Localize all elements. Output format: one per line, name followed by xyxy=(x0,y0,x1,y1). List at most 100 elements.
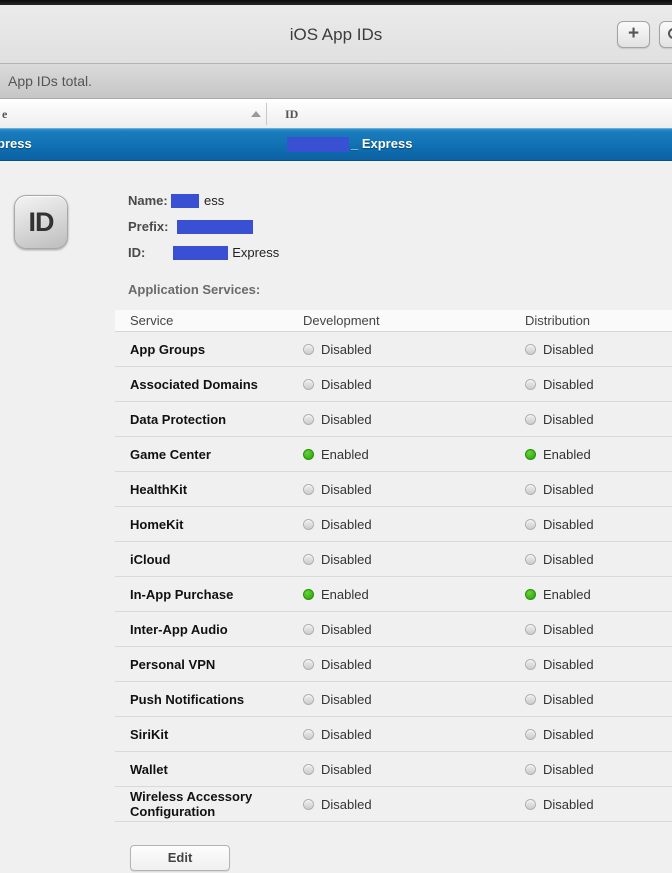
status-label: Disabled xyxy=(543,691,594,707)
distribution-status: Disabled xyxy=(525,412,672,427)
header-development: Development xyxy=(303,313,380,328)
row-name-text: press xyxy=(0,136,32,151)
status-dot-icon xyxy=(303,588,314,600)
status-dot-icon xyxy=(525,378,536,390)
search-button[interactable] xyxy=(659,21,672,48)
list-column-header: e ID xyxy=(0,99,672,128)
status-label: Disabled xyxy=(543,376,594,392)
service-name: Push Notifications xyxy=(130,691,245,707)
services-table-header: Service Development Distribution xyxy=(115,310,672,332)
table-row: Wallet Disabled Disabled xyxy=(115,752,672,787)
status-dot-icon xyxy=(303,343,314,355)
status-dot-icon xyxy=(303,553,314,565)
distribution-status: Disabled xyxy=(525,727,672,742)
status-dot-icon xyxy=(525,483,536,495)
services-table: Service Development Distribution App Gro… xyxy=(115,310,672,822)
totals-text: App IDs total. xyxy=(8,73,93,89)
services-rows: App Groups Disabled Disabled Associated Dom… xyxy=(115,332,672,822)
window-top-strip xyxy=(0,0,672,5)
app-id-icon: ID xyxy=(14,195,68,249)
distribution-status: Disabled xyxy=(525,657,672,672)
table-row: Push Notifications Disabled Disabled xyxy=(115,682,672,717)
header-service: Service xyxy=(130,313,174,328)
add-app-id-button[interactable]: + xyxy=(617,21,650,48)
sort-ascending-icon[interactable] xyxy=(251,111,261,117)
distribution-status: Enabled xyxy=(525,447,672,462)
redaction-box xyxy=(287,137,349,152)
status-dot-icon xyxy=(525,763,536,775)
edit-button-label: Edit xyxy=(167,850,193,865)
application-services-heading: Application Services: xyxy=(128,282,261,297)
development-status: Disabled xyxy=(303,517,525,532)
development-status: Disabled xyxy=(303,797,525,812)
field-id-value: Express xyxy=(232,245,280,261)
development-status: Disabled xyxy=(303,762,525,777)
development-status: Disabled xyxy=(303,692,525,707)
development-status: Disabled xyxy=(303,622,525,637)
field-prefix-label: Prefix: xyxy=(128,219,169,235)
table-row: iCloud Disabled Disabled xyxy=(115,542,672,577)
table-row: Inter-App Audio Disabled Disabled xyxy=(115,612,672,647)
status-dot-icon xyxy=(525,518,536,530)
service-name: Wallet xyxy=(130,761,168,777)
status-label: Disabled xyxy=(543,656,594,672)
distribution-status: Disabled xyxy=(525,482,672,497)
status-label: Disabled xyxy=(321,551,372,567)
distribution-status: Enabled xyxy=(525,587,672,602)
status-label: Disabled xyxy=(321,796,372,812)
status-dot-icon xyxy=(525,693,536,705)
field-name-value: ess xyxy=(204,193,225,209)
selected-app-id-row[interactable]: press _ Express xyxy=(0,128,672,161)
redaction-box xyxy=(177,219,254,234)
field-prefix: Prefix: xyxy=(128,218,279,235)
status-dot-icon xyxy=(525,553,536,565)
column-header-id[interactable]: ID xyxy=(285,107,299,121)
status-label: Enabled xyxy=(543,586,591,602)
redaction-box xyxy=(171,193,200,208)
development-status: Disabled xyxy=(303,482,525,497)
status-label: Disabled xyxy=(321,376,372,392)
status-label: Disabled xyxy=(321,761,372,777)
app-header: iOS App IDs + xyxy=(0,5,672,64)
distribution-status: Disabled xyxy=(525,377,672,392)
status-dot-icon xyxy=(525,448,536,460)
status-label: Disabled xyxy=(543,341,594,357)
column-divider xyxy=(266,103,267,125)
status-label: Disabled xyxy=(543,551,594,567)
development-status: Disabled xyxy=(303,552,525,567)
row-id-text: _ Express xyxy=(351,136,413,151)
service-name: In-App Purchase xyxy=(130,586,234,602)
magnifier-icon xyxy=(668,28,672,39)
plus-icon: + xyxy=(627,23,640,44)
status-label: Disabled xyxy=(543,761,594,777)
app-id-detail-panel: ID Name: ess Prefix: ID: Express Applica… xyxy=(0,161,672,873)
column-header-name[interactable]: e xyxy=(2,107,8,121)
status-label: Disabled xyxy=(321,656,372,672)
development-status: Disabled xyxy=(303,342,525,357)
status-label: Enabled xyxy=(321,446,369,462)
service-name: SiriKit xyxy=(130,726,169,742)
status-dot-icon xyxy=(303,448,314,460)
edit-button[interactable]: Edit xyxy=(130,845,230,871)
development-status: Enabled xyxy=(303,447,525,462)
service-name: HomeKit xyxy=(130,516,184,532)
table-row: Game Center Enabled Enabled xyxy=(115,437,672,472)
table-row: Associated Domains Disabled Disabled xyxy=(115,367,672,402)
field-name: Name: ess xyxy=(128,192,279,209)
status-dot-icon xyxy=(303,763,314,775)
status-dot-icon xyxy=(525,798,536,810)
development-status: Disabled xyxy=(303,727,525,742)
development-status: Enabled xyxy=(303,587,525,602)
distribution-status: Disabled xyxy=(525,797,672,812)
status-dot-icon xyxy=(525,588,536,600)
status-label: Disabled xyxy=(321,481,372,497)
table-row: HomeKit Disabled Disabled xyxy=(115,507,672,542)
table-row: App Groups Disabled Disabled xyxy=(115,332,672,367)
service-name: iCloud xyxy=(130,551,171,567)
status-dot-icon xyxy=(303,378,314,390)
field-id: ID: Express xyxy=(128,244,280,261)
status-label: Disabled xyxy=(543,796,594,812)
table-row: Personal VPN Disabled Disabled xyxy=(115,647,672,682)
service-name: Game Center xyxy=(130,446,211,462)
status-dot-icon xyxy=(303,413,314,425)
